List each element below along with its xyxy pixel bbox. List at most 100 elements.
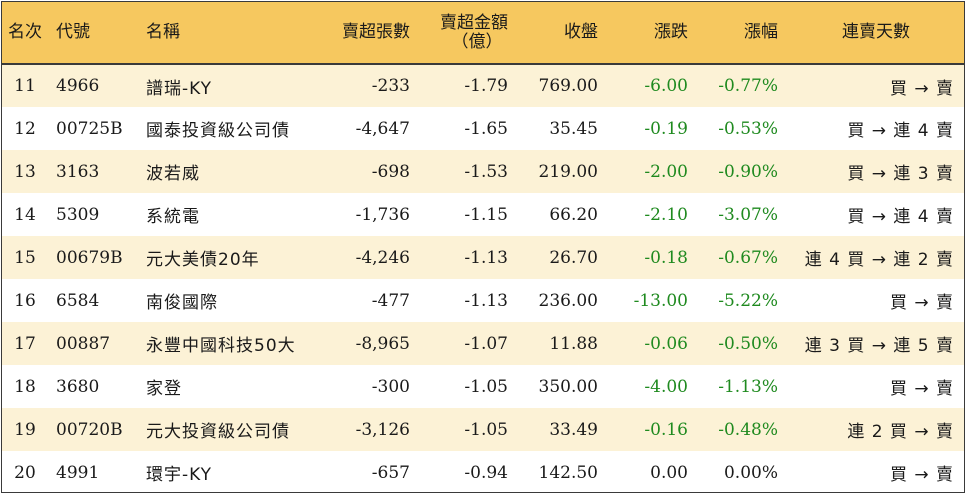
cell-name: 波若威 <box>146 164 200 184</box>
cell-change: -0.19 <box>644 118 688 139</box>
cell-close: 66.20 <box>549 204 598 225</box>
cell-change: -0.06 <box>644 333 688 354</box>
cell-net-sell-volume: -1,736 <box>355 204 410 225</box>
cell-code: 3163 <box>56 161 100 182</box>
cell-change-pct: -0.50% <box>718 333 778 354</box>
header-net-sell-amount-line1: 賣超金額 <box>440 12 508 33</box>
cell-rank: 12 <box>14 118 36 139</box>
cell-change: 0.00 <box>650 462 688 483</box>
header-net-sell-amount: 賣超金額 （億） <box>420 2 518 65</box>
table-row: 12 00725B 國泰投資級公司債 -4,647 -1.65 35.45 -0.19 -0.… <box>2 107 964 150</box>
cell-code: 00887 <box>56 333 111 354</box>
table-header: 名次 代號 名稱 賣超張數 賣超金額 （億） 收盤 漲跌 漲幅 連賣天數 <box>2 2 964 65</box>
cell-change: -4.00 <box>644 376 688 397</box>
cell-name: 元大投資級公司債 <box>146 422 290 442</box>
cell-consecutive-days: 買 → 賣 <box>889 293 954 313</box>
cell-net-sell-amount: -1.13 <box>464 290 508 311</box>
cell-name: 家登 <box>146 379 182 399</box>
cell-change-pct: -0.90% <box>718 161 778 182</box>
cell-name: 元大美債20年 <box>146 250 260 270</box>
cell-change-pct: -5.22% <box>718 290 778 311</box>
cell-rank: 16 <box>14 290 36 311</box>
cell-close: 236.00 <box>538 290 598 311</box>
cell-net-sell-volume: -3,126 <box>355 419 410 440</box>
cell-code: 6584 <box>56 290 100 311</box>
cell-close: 26.70 <box>549 247 598 268</box>
cell-change: -2.10 <box>644 204 688 225</box>
cell-name: 南俊國際 <box>146 293 218 313</box>
cell-net-sell-amount: -1.05 <box>464 376 508 397</box>
cell-net-sell-amount: -1.65 <box>464 118 508 139</box>
cell-rank: 19 <box>14 419 36 440</box>
header-net-sell-amount-line2: （億） <box>451 31 503 52</box>
table-row: 15 00679B 元大美債20年 -4,246 -1.13 26.70 -0.18 -0.6… <box>2 236 964 279</box>
table-body: 11 4966 譜瑞-KY -233 -1.79 769.00 -6.00 -0.77% 買 →… <box>2 64 964 492</box>
cell-net-sell-amount: -1.05 <box>464 419 508 440</box>
cell-name: 譜瑞-KY <box>146 78 213 99</box>
cell-consecutive-days: 買 → 連 4 賣 <box>847 207 954 227</box>
cell-net-sell-volume: -300 <box>371 376 410 397</box>
header-consecutive-days: 連賣天數 <box>788 2 964 65</box>
table-row: 19 00720B 元大投資級公司債 -3,126 -1.05 33.49 -0.16 -0.… <box>2 408 964 451</box>
cell-net-sell-volume: -233 <box>371 76 410 96</box>
cell-name: 國泰投資級公司債 <box>146 121 290 141</box>
cell-close: 350.00 <box>538 376 598 397</box>
cell-close: 769.00 <box>538 76 598 96</box>
table-row: 14 5309 系統電 -1,736 -1.15 66.20 -2.10 -3.07% 買 → … <box>2 193 964 236</box>
cell-net-sell-amount: -1.79 <box>464 76 508 96</box>
cell-code: 4991 <box>56 462 100 483</box>
header-change: 漲跌 <box>608 2 698 65</box>
cell-change: -2.00 <box>644 161 688 182</box>
cell-close: 35.45 <box>549 118 598 139</box>
cell-change: -0.16 <box>644 419 688 440</box>
cell-close: 142.50 <box>538 462 598 483</box>
cell-close: 219.00 <box>538 161 598 182</box>
cell-change-pct: -3.07% <box>718 204 778 225</box>
table-row: 11 4966 譜瑞-KY -233 -1.79 769.00 -6.00 -0.77% 買 →… <box>2 64 964 107</box>
cell-change: -6.00 <box>644 76 688 96</box>
cell-code: 3680 <box>56 376 100 397</box>
cell-consecutive-days: 連 3 買 → 連 5 賣 <box>804 336 954 356</box>
cell-net-sell-volume: -698 <box>371 161 410 182</box>
cell-consecutive-days: 連 4 買 → 連 2 賣 <box>804 250 954 270</box>
cell-net-sell-amount: -1.07 <box>464 333 508 354</box>
table-row: 13 3163 波若威 -698 -1.53 219.00 -2.00 -0.90% 買 → 連… <box>2 150 964 193</box>
cell-change-pct: 0.00% <box>723 462 778 483</box>
cell-consecutive-days: 買 → 連 4 賣 <box>847 121 954 141</box>
header-rank: 名次 <box>2 2 48 65</box>
cell-rank: 18 <box>14 376 36 397</box>
header-close: 收盤 <box>518 2 608 65</box>
cell-rank: 20 <box>14 462 36 483</box>
cell-change: -0.18 <box>644 247 688 268</box>
header-name: 名稱 <box>134 2 322 65</box>
cell-code: 00725B <box>56 118 123 139</box>
cell-consecutive-days: 連 2 買 → 賣 <box>847 422 954 442</box>
cell-name: 環宇-KY <box>146 465 213 485</box>
cell-net-sell-amount: -1.13 <box>464 247 508 268</box>
cell-net-sell-volume: -8,965 <box>355 333 410 354</box>
cell-change-pct: -0.53% <box>718 118 778 139</box>
table-row: 17 00887 永豐中國科技50大 -8,965 -1.07 11.88 -0.06 -0.… <box>2 322 964 365</box>
header-row: 名次 代號 名稱 賣超張數 賣超金額 （億） 收盤 漲跌 漲幅 連賣天數 <box>2 2 964 65</box>
table-row: 18 3680 家登 -300 -1.05 350.00 -4.00 -1.13% 買 → 賣 <box>2 365 964 408</box>
cell-name: 永豐中國科技50大 <box>146 336 296 356</box>
cell-rank: 15 <box>14 247 36 268</box>
table-row: 20 4991 環宇-KY -657 -0.94 142.50 0.00 0.00% 買 → 賣 <box>2 451 964 492</box>
cell-close: 33.49 <box>549 419 598 440</box>
cell-net-sell-volume: -4,246 <box>355 247 410 268</box>
cell-code: 00720B <box>56 419 123 440</box>
cell-rank: 14 <box>14 204 36 225</box>
cell-consecutive-days: 買 → 賣 <box>889 78 954 99</box>
header-code: 代號 <box>48 2 134 65</box>
cell-net-sell-volume: -657 <box>371 462 410 483</box>
cell-net-sell-amount: -1.53 <box>464 161 508 182</box>
header-change-pct: 漲幅 <box>698 2 788 65</box>
cell-code: 00679B <box>56 247 123 268</box>
cell-consecutive-days: 買 → 連 3 賣 <box>847 164 954 184</box>
cell-close: 11.88 <box>549 333 598 354</box>
cell-rank: 11 <box>14 76 36 96</box>
cell-change-pct: -0.67% <box>718 247 778 268</box>
cell-net-sell-volume: -477 <box>371 290 410 311</box>
header-net-sell-volume: 賣超張數 <box>322 2 420 65</box>
